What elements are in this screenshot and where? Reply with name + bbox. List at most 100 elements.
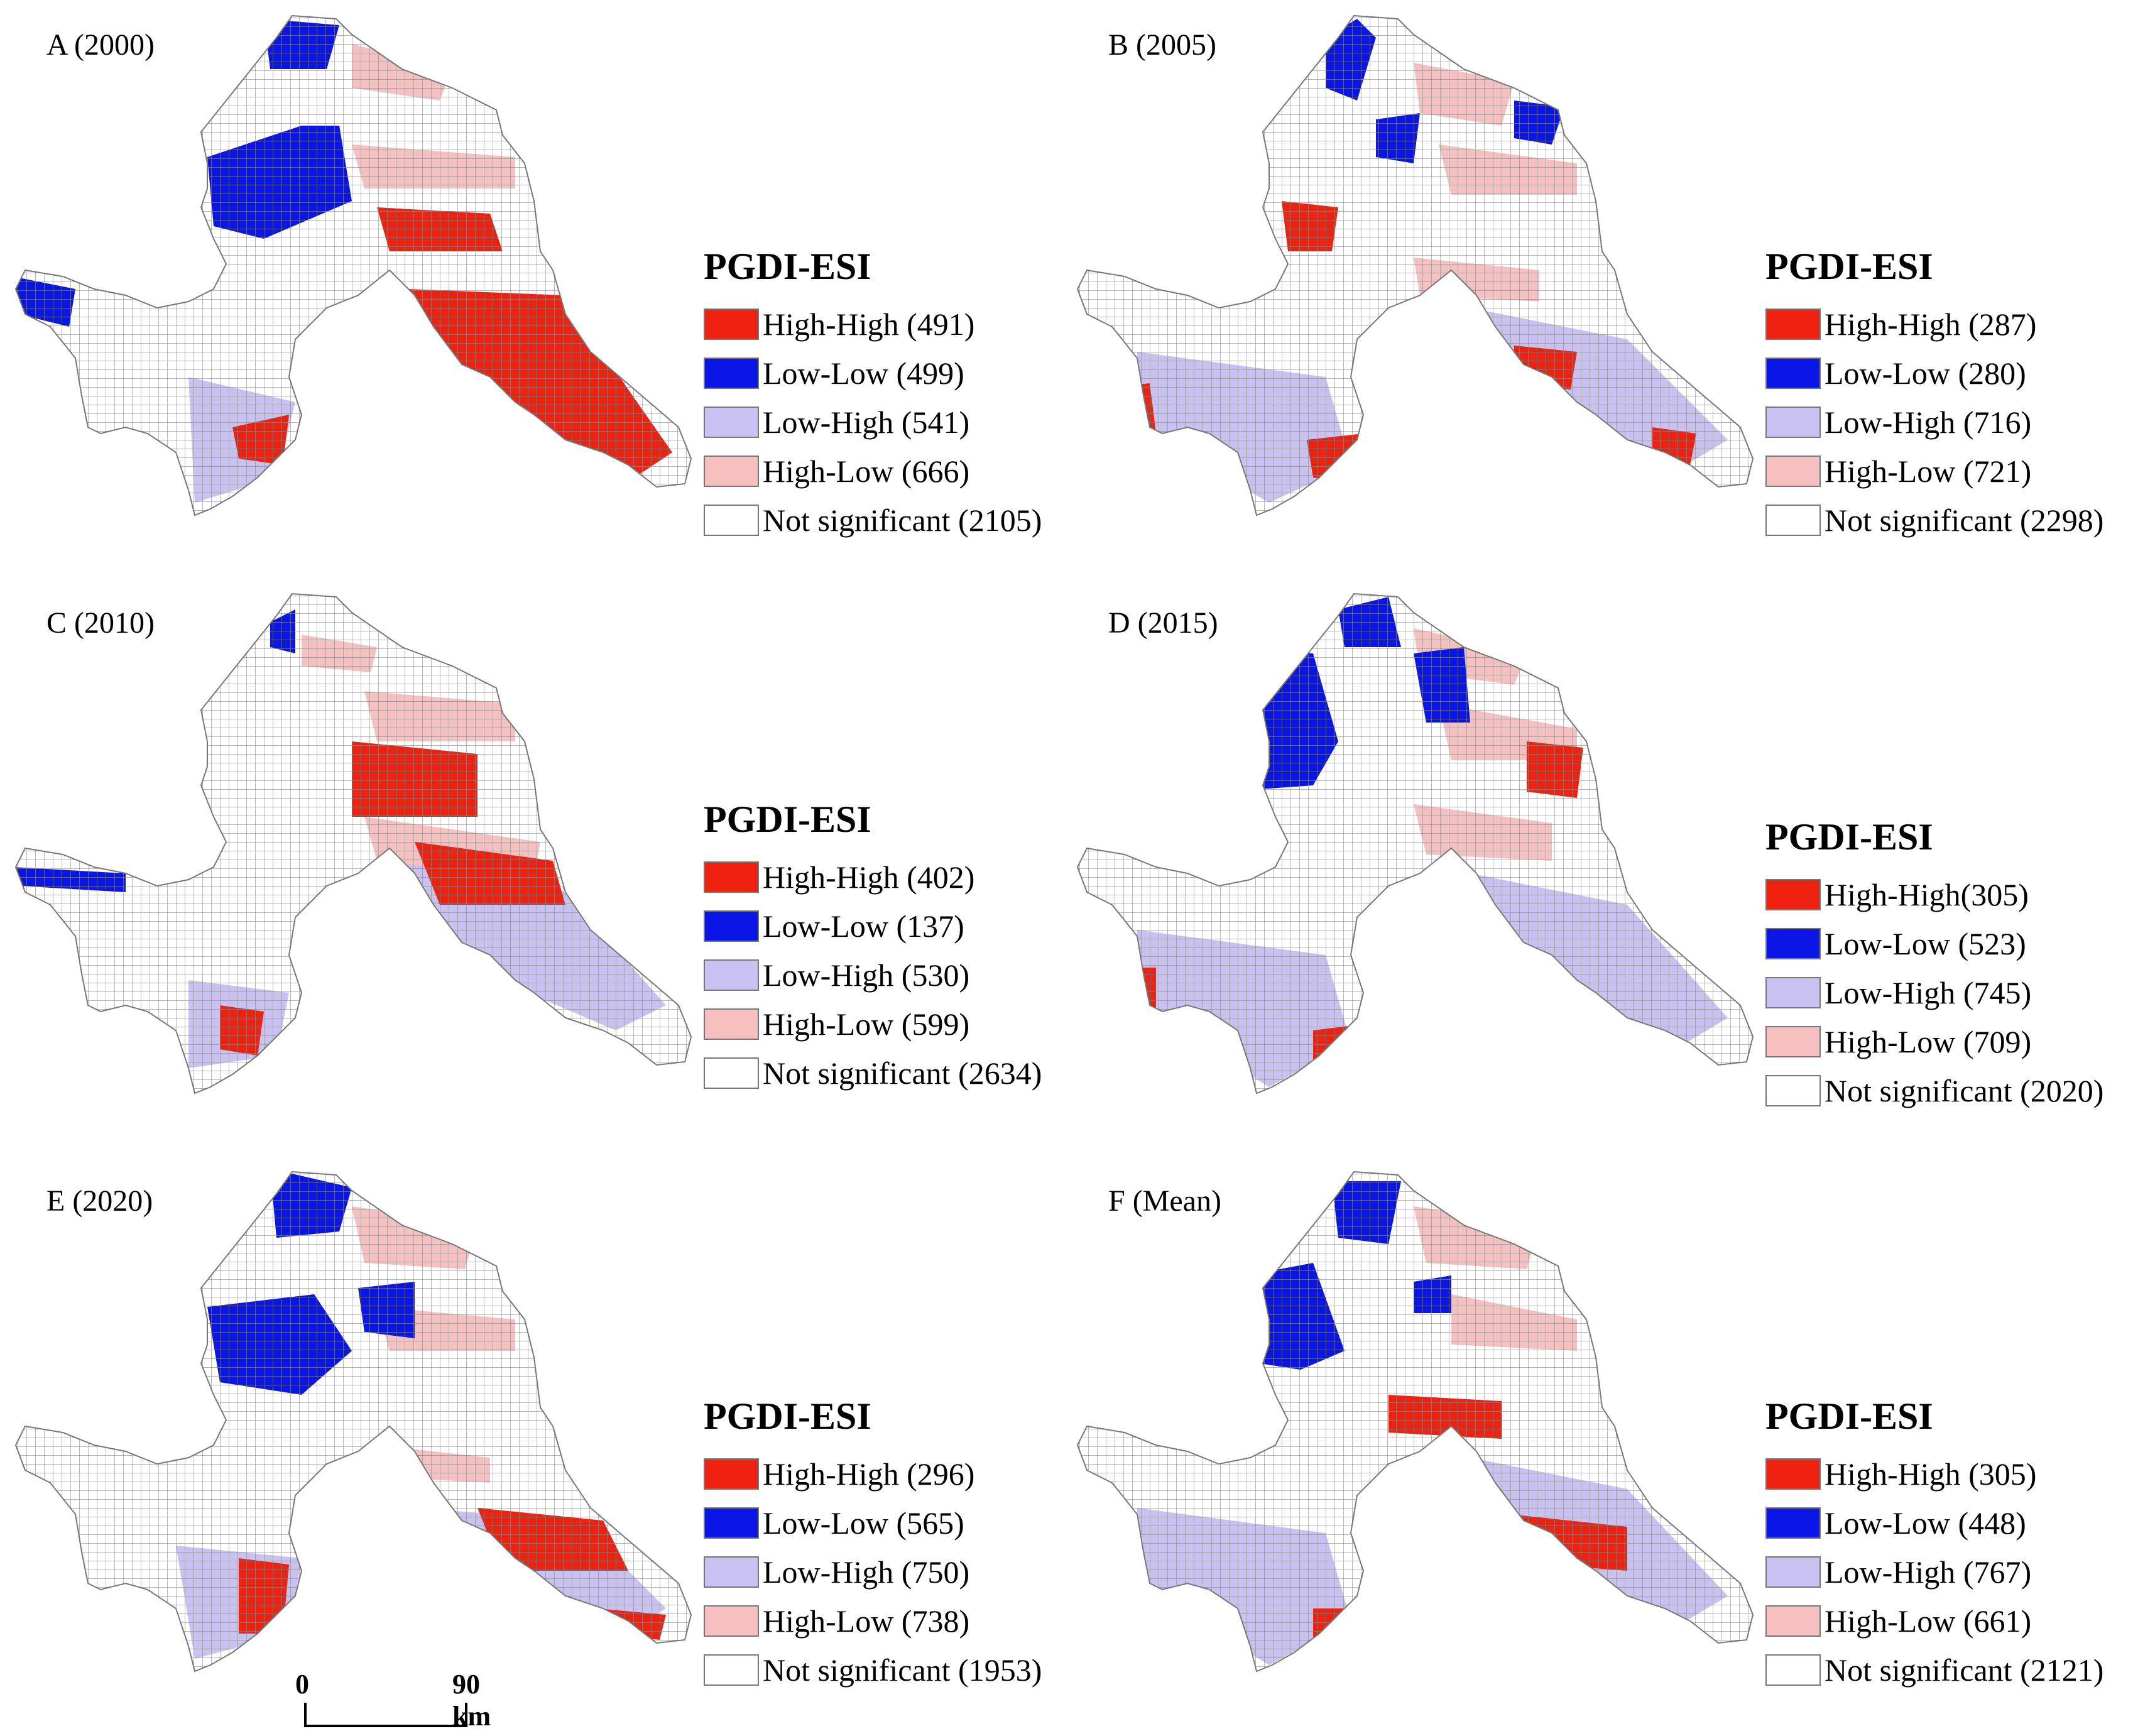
legend-label: Low-Low (280): [1825, 356, 2026, 391]
cluster-layer: [1077, 1172, 1753, 1671]
panel-title: C (2010): [46, 606, 155, 640]
legend-title: PGDI-ESI: [1765, 246, 1933, 287]
swatch-low-low: [1765, 928, 1821, 959]
legend-item-not-significant: Not significant (1953): [704, 1646, 1042, 1695]
legend-label: Low-High (716): [1825, 405, 2032, 440]
legend-item-low-high: Low-High (541): [704, 398, 1042, 447]
swatch-low-low: [1765, 358, 1821, 389]
panel-title: D (2015): [1108, 606, 1218, 640]
legend-item-low-high: Low-High (745): [1765, 968, 2103, 1017]
legend-item-not-significant: Not significant (2298): [1765, 496, 2103, 545]
region-outline: [1076, 592, 1754, 1095]
swatch-high-high: [1765, 1458, 1821, 1490]
panel-title: F (Mean): [1108, 1184, 1221, 1218]
cluster-layer: [16, 1172, 691, 1671]
legend-item-low-high: Low-High (530): [704, 951, 1042, 1000]
legend-label: Not significant (2121): [1825, 1652, 2104, 1688]
panel-title: B (2005): [1108, 28, 1216, 62]
legend-label: High-High (287): [1825, 307, 2037, 342]
swatch-not-significant: [704, 505, 759, 536]
legend-label: High-Low (661): [1825, 1603, 2032, 1639]
legend-item-low-low: Low-Low (523): [1765, 919, 2103, 968]
legend-label: High-Low (666): [763, 454, 970, 489]
swatch-high-low: [704, 456, 759, 487]
cluster-layer: [16, 16, 691, 515]
legend-item-low-low: Low-Low (137): [704, 902, 1042, 951]
legend-label: Low-High (750): [763, 1554, 970, 1590]
legend-title: PGDI-ESI: [704, 246, 871, 287]
legend-item-high-low: High-Low (738): [704, 1597, 1042, 1646]
map-e: [14, 1171, 692, 1673]
swatch-not-significant: [1765, 1654, 1821, 1686]
legend-label: High-High (305): [1825, 1456, 2037, 1492]
legend-item-high-low: High-Low (599): [704, 1000, 1042, 1049]
legend: PGDI-ESI High-High (402) Low-Low (137) L…: [704, 798, 1042, 1098]
legend-label: High-Low (709): [1825, 1024, 2032, 1059]
scale-end-label: 90 km: [452, 1669, 491, 1732]
cluster-layer: [16, 594, 691, 1093]
legend-item-low-low: Low-Low (565): [704, 1499, 1042, 1548]
legend: PGDI-ESI High-High (305) Low-Low (448) L…: [1765, 1395, 2103, 1695]
panel-a: A (2000) PGDI-ESI High-High (491) Low-Lo…: [0, 0, 1066, 572]
legend-title: PGDI-ESI: [1765, 1395, 1933, 1437]
legend-label: Low-Low (137): [763, 909, 964, 944]
swatch-high-high: [1765, 879, 1821, 910]
legend-label: Not significant (1953): [763, 1652, 1042, 1688]
legend-item-low-high: Low-High (767): [1765, 1548, 2103, 1597]
grid-cells: [1077, 16, 1753, 515]
legend: PGDI-ESI High-High (491) Low-Low (499) L…: [704, 245, 1042, 545]
legend-label: Not significant (2105): [763, 503, 1042, 538]
swatch-not-significant: [1765, 1075, 1821, 1106]
legend-item-high-low: High-Low (709): [1765, 1017, 2103, 1066]
panel-title: A (2000): [46, 28, 155, 62]
swatch-low-low: [704, 358, 759, 389]
panel-b: B (2005) PGDI-ESI High-High (287) Low-Lo…: [1062, 0, 2128, 572]
panel-title: E (2020): [46, 1184, 153, 1218]
legend-item-not-significant: Not significant (2105): [704, 496, 1042, 545]
legend-label: Low-High (541): [763, 405, 970, 440]
grid-cells: [1077, 1172, 1753, 1671]
legend: PGDI-ESI High-High (287) Low-Low (280) L…: [1765, 245, 2103, 545]
swatch-low-high: [704, 959, 759, 991]
legend-item-low-low: Low-Low (499): [704, 349, 1042, 398]
legend-item-not-significant: Not significant (2634): [704, 1049, 1042, 1098]
region-outline: [1076, 1171, 1754, 1673]
scale-start-label: 0: [295, 1669, 309, 1700]
map-a: [14, 14, 692, 516]
swatch-low-low: [1765, 1507, 1821, 1539]
swatch-not-significant: [1765, 505, 1821, 536]
swatch-low-high: [1765, 977, 1821, 1008]
grid-cells: [16, 16, 691, 515]
grid-cells: [1077, 594, 1753, 1093]
legend-item-not-significant: Not significant (2121): [1765, 1646, 2103, 1695]
grid-cells: [16, 594, 691, 1093]
swatch-not-significant: [704, 1654, 759, 1686]
legend-item-not-significant: Not significant (2020): [1765, 1066, 2103, 1115]
map-f: [1076, 1171, 1754, 1673]
panel-e: E (2020) PGDI-ESI High-High (296) Low-Lo…: [0, 1156, 1066, 1728]
legend-label: High-High (491): [763, 307, 975, 342]
panel-c: C (2010) PGDI-ESI High-High (402) Low-Lo…: [0, 578, 1066, 1150]
panel-f: F (Mean) PGDI-ESI High-High (305) Low-Lo…: [1062, 1156, 2128, 1728]
swatch-not-significant: [704, 1057, 759, 1089]
cluster-layer: [1077, 594, 1753, 1093]
legend-label: Low-High (745): [1825, 975, 2032, 1010]
legend-item-low-low: Low-Low (448): [1765, 1499, 2103, 1548]
legend-label: Low-High (767): [1825, 1554, 2032, 1590]
swatch-low-low: [704, 910, 759, 942]
legend-item-high-high: High-High (402): [704, 853, 1042, 902]
legend: PGDI-ESI High-High (296) Low-Low (565) L…: [704, 1395, 1042, 1695]
region-outline: [14, 592, 692, 1095]
legend-title: PGDI-ESI: [704, 799, 871, 840]
swatch-high-high: [1765, 308, 1821, 340]
legend-item-high-high: High-High (491): [704, 300, 1042, 349]
legend-label: Low-High (530): [763, 958, 970, 993]
legend-item-low-high: Low-High (750): [704, 1548, 1042, 1597]
map-c: [14, 592, 692, 1095]
region-outline: [14, 1171, 692, 1673]
legend-item-low-high: Low-High (716): [1765, 398, 2103, 447]
swatch-high-low: [1765, 1605, 1821, 1637]
swatch-high-low: [704, 1605, 759, 1637]
panel-d: D (2015) PGDI-ESI High-High(305) Low-Low…: [1062, 578, 2128, 1150]
legend-label: High-Low (738): [763, 1603, 970, 1639]
